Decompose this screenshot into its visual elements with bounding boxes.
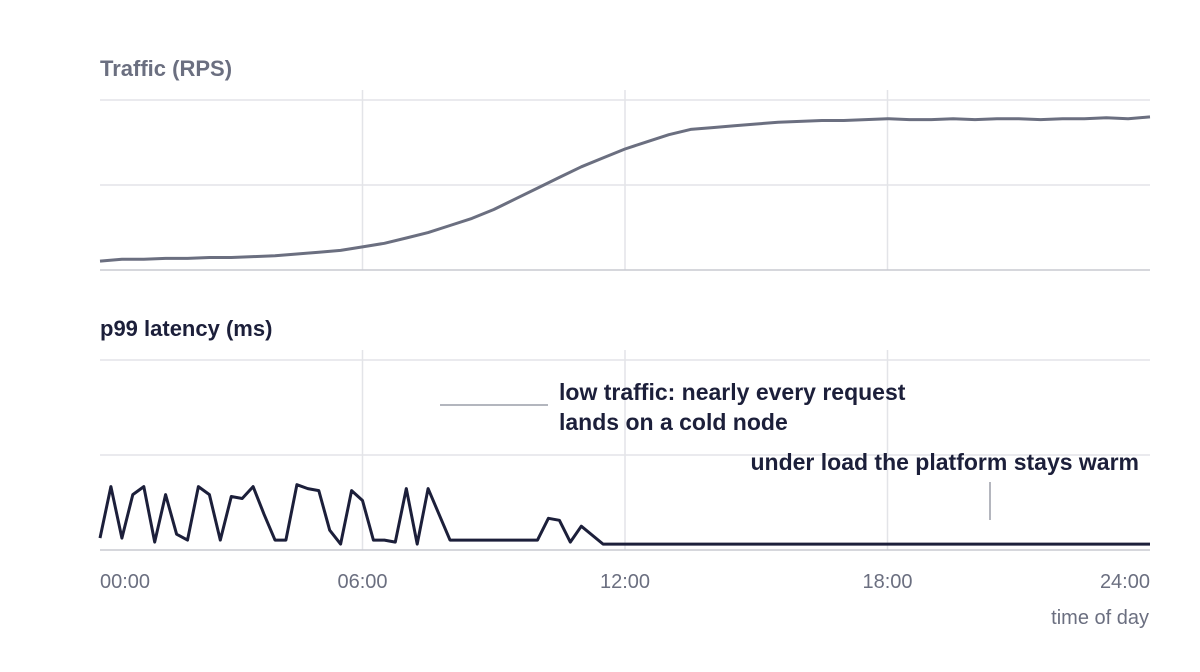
x-tick-label: 06:00: [337, 571, 387, 593]
x-axis-label: time of day: [1051, 607, 1149, 629]
traffic-title: Traffic (RPS): [100, 56, 232, 81]
traffic-panel: Traffic (RPS): [99, 56, 1151, 271]
latency-vertical-grid: [361, 350, 889, 550]
cold-annotation-line2: lands on a cold node: [559, 409, 788, 435]
latency-panel: p99 latency (ms) low traffic: nearly eve…: [98, 316, 1150, 551]
x-tick-label: 24:00: [1100, 571, 1150, 593]
traffic-vertical-grid: [361, 90, 889, 270]
x-tick-label: 18:00: [862, 571, 912, 593]
warm-annotation: under load the platform stays warm: [750, 449, 1139, 475]
latency-title: p99 latency (ms): [100, 316, 272, 341]
x-axis-ticks: 00:00 06:00 12:00 18:00 24:00: [100, 571, 1150, 593]
cold-annotation-line1: low traffic: nearly every request: [559, 379, 906, 405]
latency-series-line: [98, 483, 1150, 546]
x-tick-label: 00:00: [100, 571, 150, 593]
traffic-series-line: [99, 115, 1151, 263]
x-tick-label: 12:00: [600, 571, 650, 593]
